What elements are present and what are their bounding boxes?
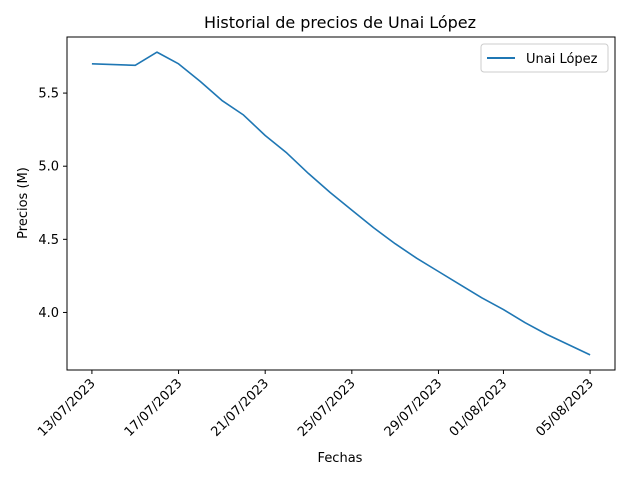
legend-box	[480, 43, 609, 73]
chart-title: Historial de precios de Unai López	[204, 13, 476, 32]
x-axis: 13/07/2023 17/07/2023 21/07/2023 25/07/2023…	[35, 370, 597, 440]
x-axis-label: Fechas	[318, 451, 363, 466]
x-tick-label: 29/07/2023	[382, 376, 446, 440]
y-axis: 4.0 4.5 5.0 5.5	[38, 87, 67, 321]
x-tick-label: 05/08/2023	[533, 376, 597, 440]
x-tick-label: 01/08/2023	[447, 376, 511, 440]
legend-label: Unai López	[526, 52, 598, 67]
x-tick-label: 17/07/2023	[122, 376, 186, 440]
x-tick-label: 21/07/2023	[208, 376, 272, 440]
y-tick-label: 4.0	[38, 306, 59, 321]
y-tick-label: 4.5	[38, 233, 59, 248]
series-line-unai-lopez	[91, 51, 591, 356]
x-tick-label: 13/07/2023	[35, 376, 99, 440]
plot-frame	[66, 36, 616, 371]
y-tick-label: 5.5	[38, 87, 59, 102]
legend: Unai López	[480, 43, 609, 73]
series-layer	[91, 51, 591, 356]
y-tick-label: 5.0	[38, 160, 59, 175]
x-tick-label: 25/07/2023	[295, 376, 359, 440]
y-axis-label: Precios (M)	[16, 167, 31, 239]
